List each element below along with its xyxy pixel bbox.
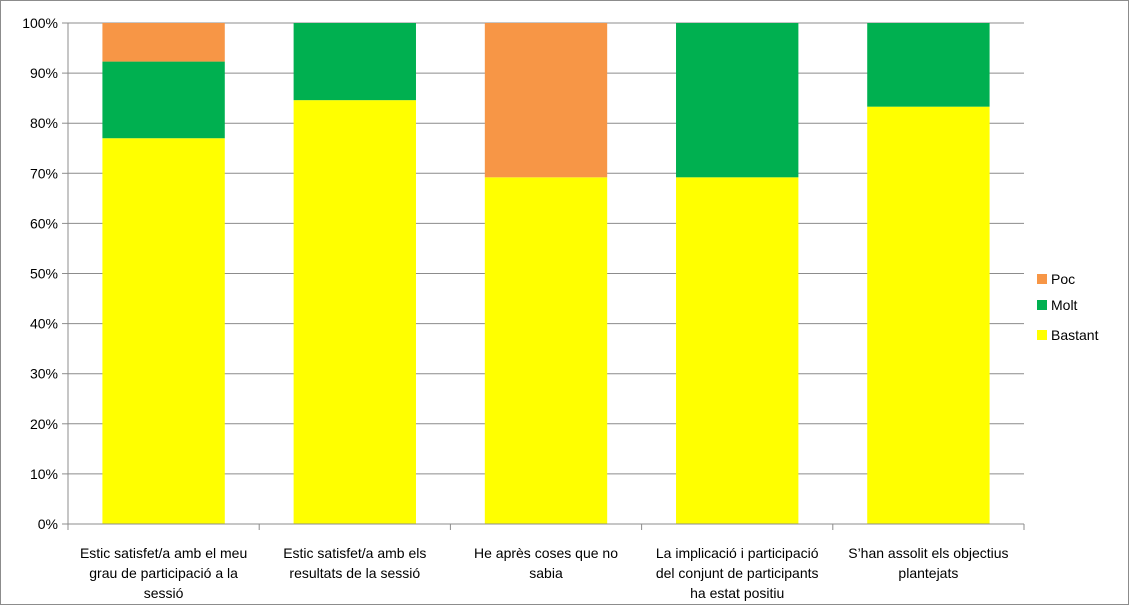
y-tick-label: 20%: [30, 416, 58, 432]
y-tick-label: 90%: [30, 65, 58, 81]
bar-bastant-5: [867, 106, 990, 525]
y-tick-label: 40%: [30, 316, 58, 332]
x-tick-label: Estic satisfet/a amb el meu grau de parti…: [80, 545, 247, 601]
x-tick-label-line: ha estat positiu: [690, 585, 784, 601]
bar-molt-4: [676, 23, 799, 178]
legend-swatch-poc: [1037, 274, 1047, 284]
x-tick-label-line: He après coses que no: [474, 545, 618, 561]
y-tick-label: 100%: [22, 15, 58, 31]
y-tick-label: 80%: [30, 115, 58, 131]
y-tick-label: 50%: [30, 266, 58, 282]
x-tick-label-line: S’han assolit els objectius: [848, 545, 1008, 561]
bar-bastant-4: [676, 177, 799, 525]
x-tick-label-line: sessió: [144, 585, 184, 601]
legend-label-molt: Molt: [1051, 297, 1078, 313]
x-tick-label-line: resultats de la sessió: [289, 565, 420, 581]
x-tick-label-line: plantejats: [898, 565, 958, 581]
y-axis: 0% 10% 20% 30% 40% 50% 60% 70% 80% 90% 100%: [22, 15, 69, 532]
bar-bastant-1: [102, 138, 225, 525]
x-tick-label-line: grau de participació a la: [89, 565, 238, 581]
bar-molt-5: [867, 23, 990, 107]
x-tick-label-line: Estic satisfet/a amb el meu: [80, 545, 247, 561]
legend-swatch-bastant: [1037, 330, 1047, 340]
x-tick-label-line: sabia: [529, 565, 563, 581]
legend-label-poc: Poc: [1051, 271, 1075, 287]
y-tick-label: 0%: [38, 516, 58, 532]
x-tick-label-line: Estic satisfet/a amb els: [283, 545, 426, 561]
bars: [102, 23, 990, 525]
x-axis: Estic satisfet/a amb el meu grau de parti…: [67, 523, 1025, 601]
bar-bastant-3: [484, 177, 608, 525]
legend-label-bastant: Bastant: [1051, 327, 1099, 343]
x-tick-label: La implicació i participació del conjunt …: [656, 545, 819, 601]
x-tick-label: S’han assolit els objectius plantejats: [848, 545, 1008, 581]
x-tick-label-line: del conjunt de participants: [656, 565, 819, 581]
x-tick-label: He après coses que no sabia: [474, 545, 618, 581]
x-tick-label: Estic satisfet/a amb els resultats de la …: [283, 545, 426, 581]
bar-poc-1: [102, 23, 225, 62]
y-tick-label: 60%: [30, 215, 58, 231]
x-tick-label-line: La implicació i participació: [656, 545, 819, 561]
legend: Poc Molt Bastant: [1037, 271, 1099, 343]
bar-molt-2: [293, 23, 416, 101]
bar-molt-1: [102, 61, 225, 139]
y-tick-label: 10%: [30, 466, 58, 482]
y-tick-label: 70%: [30, 165, 58, 181]
legend-swatch-molt: [1037, 300, 1047, 310]
y-tick-label: 30%: [30, 366, 58, 382]
bar-poc-3: [484, 23, 608, 178]
bar-bastant-2: [293, 100, 416, 525]
